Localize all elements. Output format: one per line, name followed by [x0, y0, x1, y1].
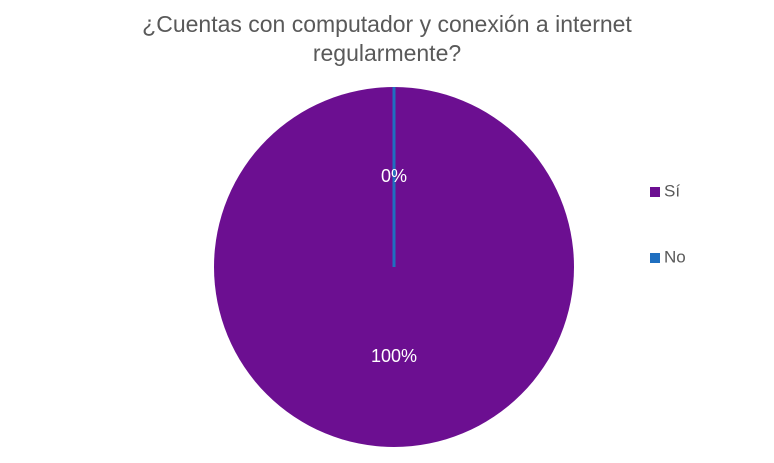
legend-swatch	[650, 253, 660, 263]
legend-swatch	[650, 187, 660, 197]
data-label: 0%	[381, 166, 407, 186]
data-label: 100%	[371, 346, 417, 366]
legend-label: No	[664, 247, 686, 266]
chart-title: ¿Cuentas con computador y conexión a int…	[142, 11, 632, 66]
legend-label: Sí	[664, 181, 680, 200]
